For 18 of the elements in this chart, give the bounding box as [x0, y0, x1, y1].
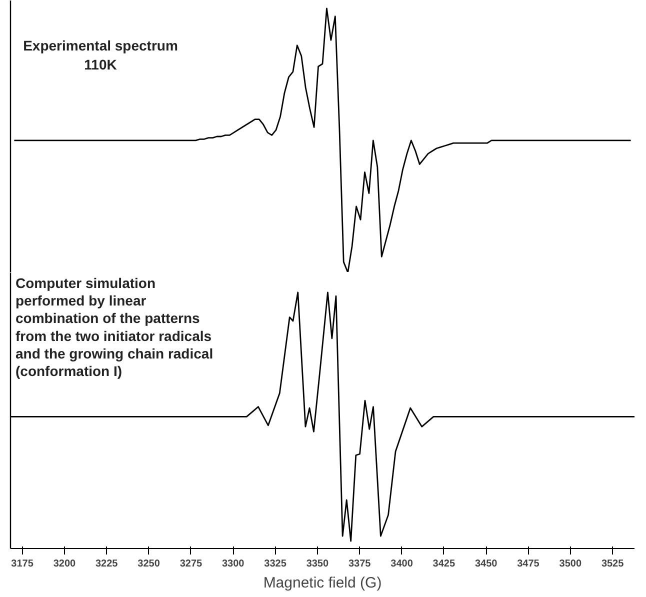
x-tick-label: 3275 [180, 558, 203, 570]
x-tick-label: 3500 [559, 558, 582, 570]
x-tick-label: 3250 [138, 558, 160, 570]
x-tick-label: 3175 [11, 558, 34, 570]
annotation: Experimental spectrum 110K [23, 37, 178, 73]
x-tick-label: 3450 [474, 558, 498, 570]
x-tick-label: 3225 [96, 558, 118, 570]
x-tick-label: 3475 [517, 558, 540, 570]
x-tick-label: 3325 [264, 558, 287, 570]
x-tick-label: 3200 [53, 558, 76, 570]
x-tick-label: 3350 [306, 558, 329, 570]
x-tick-label: 3525 [601, 558, 624, 570]
x-tick-label: 3400 [390, 558, 414, 570]
x-tick-label: 3300 [222, 558, 245, 570]
x-axis-title: Magnetic field (G) [263, 574, 382, 592]
x-tick-label: 3425 [432, 558, 456, 570]
x-tick-label: 3375 [348, 558, 372, 570]
annotation: Computer simulation performed by linear combination of the patterns from the two initiator radicals and the growing chain radical (conformation I) [16, 274, 214, 379]
